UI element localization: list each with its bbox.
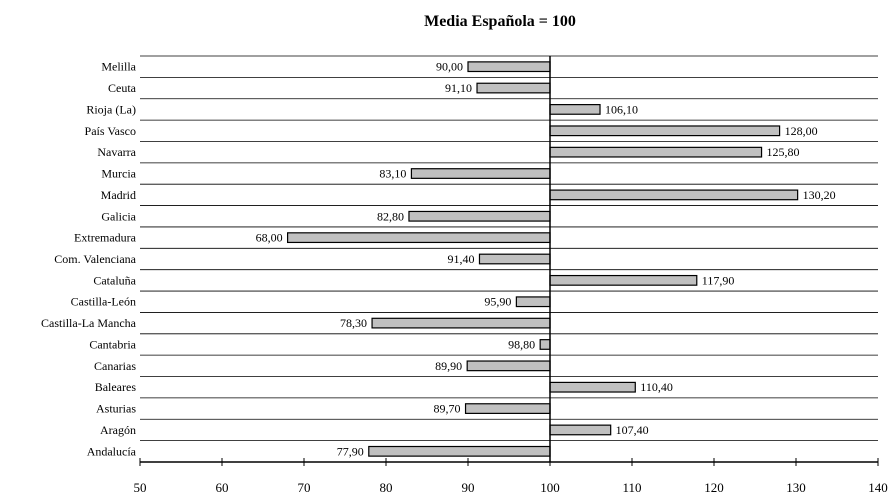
x-tick-label: 120 bbox=[704, 480, 724, 493]
bar bbox=[466, 360, 551, 372]
category-label: Aragón bbox=[100, 423, 136, 437]
category-label: Cantabria bbox=[89, 337, 136, 351]
x-tick-label: 100 bbox=[540, 480, 560, 493]
bar bbox=[368, 445, 551, 457]
category-label: Asturias bbox=[96, 402, 136, 416]
bar bbox=[478, 253, 551, 265]
data-label: 78,30 bbox=[340, 316, 367, 330]
bar bbox=[549, 104, 601, 115]
x-tick-label: 80 bbox=[380, 480, 393, 493]
category-label: País Vasco bbox=[85, 124, 136, 138]
bar bbox=[549, 381, 636, 393]
data-label: 77,90 bbox=[337, 444, 364, 458]
bar bbox=[549, 274, 698, 286]
category-label: Andalucía bbox=[87, 444, 137, 458]
x-tick-label: 130 bbox=[786, 480, 806, 493]
category-label: Castilla-La Mancha bbox=[41, 316, 137, 330]
category-label: Melilla bbox=[101, 60, 136, 74]
data-labels: 90,00 91,10 106,10 128,00 125,80 83,10 130,20 8… bbox=[256, 60, 836, 459]
bar bbox=[549, 189, 799, 201]
data-label: 130,20 bbox=[803, 188, 836, 202]
category-label: Baleares bbox=[95, 380, 137, 394]
chart-title: Media Española = 100 bbox=[424, 13, 576, 30]
category-label: Galicia bbox=[101, 209, 136, 223]
data-label: 107,40 bbox=[616, 423, 649, 437]
data-label: 128,00 bbox=[785, 124, 818, 138]
x-tick-label: 50 bbox=[134, 480, 147, 493]
data-label: 89,90 bbox=[435, 359, 462, 373]
data-label: 89,70 bbox=[434, 402, 461, 416]
x-axis: 50 60 70 80 90 100 110 120 130 140 bbox=[134, 56, 888, 493]
x-tick-label: 110 bbox=[622, 480, 641, 493]
category-label: Canarias bbox=[94, 359, 136, 373]
category-label: Madrid bbox=[101, 188, 136, 202]
x-tick-label: 70 bbox=[298, 480, 311, 493]
bar bbox=[549, 424, 612, 436]
category-label: Navarra bbox=[97, 145, 136, 159]
data-label: 106,10 bbox=[605, 102, 638, 116]
bar bbox=[549, 125, 781, 137]
data-label: 95,90 bbox=[484, 295, 511, 309]
data-label: 91,10 bbox=[445, 81, 472, 95]
data-label: 90,00 bbox=[436, 60, 463, 74]
category-label: Rioja (La) bbox=[86, 102, 136, 116]
bars bbox=[287, 61, 799, 457]
data-label: 83,10 bbox=[379, 167, 406, 181]
data-label: 125,80 bbox=[767, 145, 800, 159]
bar bbox=[539, 339, 551, 350]
x-tick-label: 90 bbox=[462, 480, 475, 493]
bar bbox=[467, 61, 551, 73]
category-label: Ceuta bbox=[108, 81, 137, 95]
bar bbox=[515, 296, 551, 308]
category-label: Cataluña bbox=[93, 273, 136, 287]
category-labels: Melilla Ceuta Rioja (La) País Vasco Navarra M… bbox=[41, 60, 137, 459]
bar bbox=[371, 317, 551, 329]
gridlines bbox=[140, 55, 878, 463]
bar bbox=[287, 232, 551, 244]
bar bbox=[410, 168, 551, 179]
data-label: 91,40 bbox=[447, 252, 474, 266]
x-tick-label: 60 bbox=[216, 480, 229, 493]
category-label: Com. Valenciana bbox=[54, 252, 136, 266]
data-label: 110,40 bbox=[640, 380, 673, 394]
category-label: Castilla-León bbox=[71, 295, 136, 309]
bar bbox=[549, 146, 763, 158]
category-label: Murcia bbox=[101, 167, 136, 181]
data-label: 82,80 bbox=[377, 209, 404, 223]
bar bbox=[476, 82, 551, 94]
category-label: Extremadura bbox=[74, 231, 137, 245]
data-label: 117,90 bbox=[702, 273, 735, 287]
data-label: 68,00 bbox=[256, 231, 283, 245]
x-tick-label: 140 bbox=[868, 480, 888, 493]
bar bbox=[464, 403, 551, 414]
bar bbox=[408, 210, 551, 222]
data-label: 98,80 bbox=[508, 337, 535, 351]
